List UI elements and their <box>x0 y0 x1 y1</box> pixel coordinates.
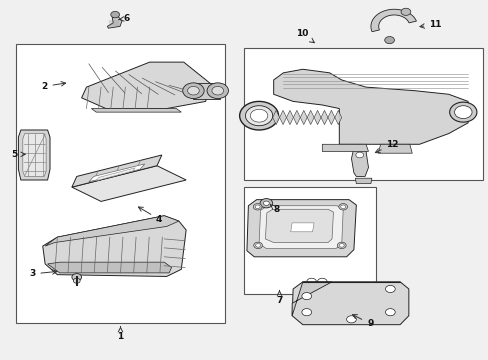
Polygon shape <box>96 168 135 181</box>
Circle shape <box>72 274 81 281</box>
Polygon shape <box>47 262 171 273</box>
Polygon shape <box>313 111 321 125</box>
Polygon shape <box>107 17 122 28</box>
Polygon shape <box>300 111 306 125</box>
Polygon shape <box>72 166 186 202</box>
Bar <box>244 187 375 294</box>
Polygon shape <box>290 223 313 232</box>
Circle shape <box>454 106 471 118</box>
Circle shape <box>255 244 260 247</box>
Circle shape <box>301 293 311 300</box>
Polygon shape <box>321 111 327 125</box>
Text: 3: 3 <box>29 269 57 278</box>
Circle shape <box>339 244 344 247</box>
Circle shape <box>355 152 363 158</box>
Circle shape <box>338 203 347 210</box>
Polygon shape <box>89 164 144 182</box>
Polygon shape <box>351 144 368 176</box>
Circle shape <box>255 205 260 208</box>
Polygon shape <box>370 9 416 32</box>
Bar <box>16 44 224 323</box>
Circle shape <box>263 201 269 205</box>
Circle shape <box>449 102 476 122</box>
Polygon shape <box>291 282 331 316</box>
Polygon shape <box>355 178 371 184</box>
Polygon shape <box>293 111 300 125</box>
Circle shape <box>245 106 272 126</box>
Text: 12: 12 <box>375 140 398 153</box>
Circle shape <box>337 242 346 249</box>
Circle shape <box>400 8 410 15</box>
Polygon shape <box>72 155 162 187</box>
Text: 11: 11 <box>419 20 441 29</box>
Circle shape <box>301 309 311 316</box>
Polygon shape <box>265 209 333 243</box>
Circle shape <box>253 242 262 249</box>
Text: 6: 6 <box>118 14 130 23</box>
Polygon shape <box>45 216 179 246</box>
Circle shape <box>239 102 278 130</box>
Circle shape <box>73 278 80 283</box>
Circle shape <box>206 83 228 99</box>
Polygon shape <box>273 69 467 144</box>
Polygon shape <box>42 216 186 276</box>
Polygon shape <box>23 134 46 176</box>
Polygon shape <box>306 111 313 125</box>
Polygon shape <box>246 200 356 257</box>
Text: 7: 7 <box>276 291 282 305</box>
Polygon shape <box>334 111 341 125</box>
Circle shape <box>340 205 345 208</box>
Polygon shape <box>279 111 286 125</box>
Text: 4: 4 <box>138 207 162 224</box>
Bar <box>193 83 220 99</box>
Circle shape <box>250 109 267 122</box>
Bar <box>244 48 482 180</box>
Circle shape <box>260 199 272 208</box>
Circle shape <box>211 86 223 95</box>
Text: 8: 8 <box>270 205 279 214</box>
Polygon shape <box>81 62 210 109</box>
Polygon shape <box>286 111 293 125</box>
Circle shape <box>183 83 203 99</box>
Text: 9: 9 <box>352 315 373 328</box>
Polygon shape <box>259 206 343 249</box>
Circle shape <box>253 203 262 210</box>
Polygon shape <box>291 282 408 325</box>
Text: 1: 1 <box>117 327 123 341</box>
Circle shape <box>385 309 394 316</box>
Polygon shape <box>327 111 334 125</box>
Polygon shape <box>91 109 181 112</box>
Circle shape <box>346 316 356 323</box>
Polygon shape <box>377 144 411 153</box>
Circle shape <box>111 12 119 18</box>
Polygon shape <box>19 130 50 180</box>
Polygon shape <box>272 111 279 125</box>
Text: 10: 10 <box>295 29 314 43</box>
Text: 2: 2 <box>41 82 65 91</box>
Polygon shape <box>322 144 368 152</box>
Circle shape <box>385 285 394 293</box>
Text: 5: 5 <box>11 150 25 159</box>
Circle shape <box>187 86 199 95</box>
Circle shape <box>384 36 394 44</box>
